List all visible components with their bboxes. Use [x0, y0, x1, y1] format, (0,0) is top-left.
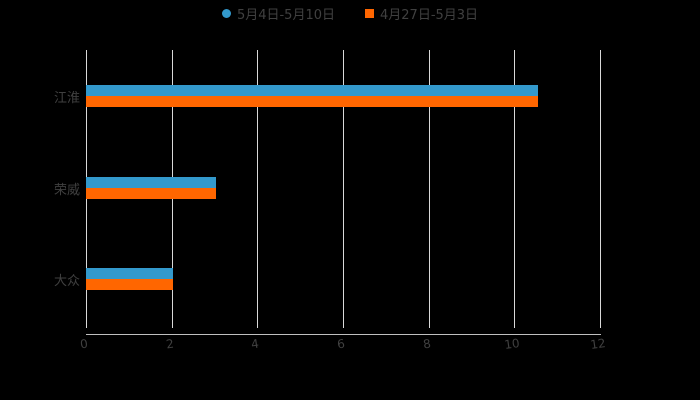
- bar[interactable]: [86, 188, 216, 199]
- x-tick-label: 4: [250, 336, 260, 352]
- gridline: [257, 50, 258, 328]
- gridline: [600, 50, 601, 328]
- plot-area: [86, 50, 601, 328]
- gridline: [429, 50, 430, 328]
- x-tick-label: 2: [165, 336, 175, 352]
- bar[interactable]: [86, 177, 216, 188]
- y-category-label: 江淮: [53, 91, 80, 106]
- y-category-label: 荣威: [53, 183, 80, 198]
- x-tick-label: 12: [589, 336, 607, 352]
- bar[interactable]: [86, 96, 538, 107]
- legend-label: 5月4日-5月10日: [236, 7, 335, 23]
- legend-circle-icon: [221, 8, 231, 18]
- chart-legend: 5月4日-5月10日 4月27日-5月3日: [0, 3, 700, 23]
- legend-item-series-1[interactable]: 5月4日-5月10日: [221, 4, 335, 23]
- legend-item-series-2[interactable]: 4月27日-5月3日: [365, 4, 478, 23]
- bar[interactable]: [86, 279, 173, 290]
- legend-label: 4月27日-5月3日: [380, 7, 479, 23]
- x-tick-label: 0: [79, 336, 89, 352]
- bar[interactable]: [86, 268, 173, 279]
- bar[interactable]: [86, 85, 538, 96]
- x-tick-label: 8: [422, 336, 432, 352]
- y-category-label: 大众: [53, 274, 80, 289]
- legend-square-icon: [365, 8, 374, 18]
- gridline: [343, 50, 344, 328]
- x-axis-line: [86, 334, 601, 335]
- x-tick-label: 6: [336, 336, 346, 352]
- x-tick-label: 10: [503, 336, 521, 352]
- gridline: [514, 50, 515, 328]
